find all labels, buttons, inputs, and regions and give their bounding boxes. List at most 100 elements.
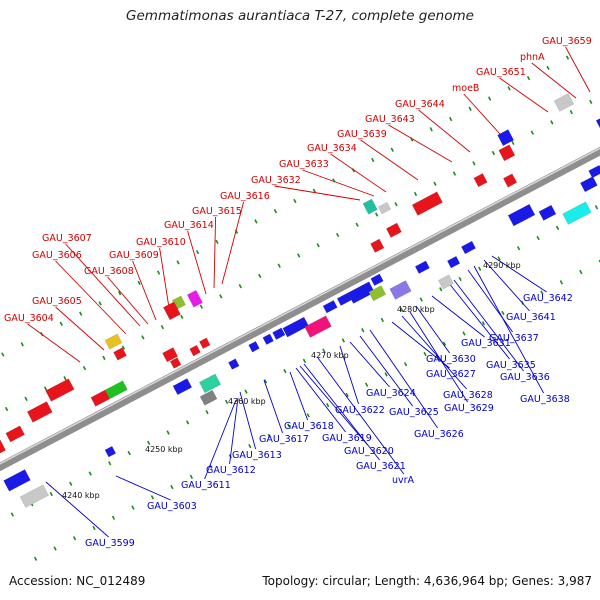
gene-label: GAU_3634	[307, 143, 357, 154]
gene-label: GAU_3643	[365, 114, 415, 125]
label-layer: 4240 kbp 4250 kbp 4260 kbp 4270 kbp 4280 kbp…	[4, 36, 592, 549]
tick-mark	[458, 276, 462, 282]
gene-feature	[198, 373, 222, 394]
gene-feature	[446, 255, 461, 269]
label-leader-line	[473, 265, 544, 394]
gene-feature	[104, 380, 128, 400]
tick-mark	[205, 409, 209, 415]
gene-feature	[368, 285, 387, 302]
tick-mark	[487, 96, 492, 101]
label-leader-line	[431, 295, 485, 338]
tick-mark	[10, 512, 14, 517]
gene-feature	[538, 204, 557, 221]
label-leader-line	[115, 475, 171, 501]
label-leader-line	[360, 139, 419, 181]
tick-mark	[594, 205, 599, 210]
gene-label: GAU_3621	[356, 461, 406, 472]
gene-feature	[414, 260, 430, 274]
tick-mark	[160, 324, 165, 330]
gene-label: uvrA	[392, 475, 415, 486]
gene-feature	[385, 222, 402, 238]
tick-mark	[277, 263, 281, 268]
label-leader-line	[299, 365, 368, 446]
gene-label: GAU_3627	[426, 369, 476, 380]
label-leader-line	[289, 371, 309, 421]
tick-mark	[69, 481, 73, 486]
label-leader-line	[317, 357, 405, 475]
accession-text: Accession: NC_012489	[9, 574, 146, 588]
gene-label: GAU_3615	[192, 206, 242, 217]
tick-mark	[384, 372, 388, 377]
label-leader-line	[565, 46, 591, 93]
tick-mark	[267, 433, 271, 439]
label-leader-line	[27, 323, 81, 363]
tick-mark	[371, 157, 375, 163]
tick-mark	[390, 147, 394, 152]
tick-mark	[20, 342, 24, 347]
gene-label: GAU_3620	[344, 446, 394, 457]
gene-feature	[304, 315, 332, 338]
tick-mark	[403, 362, 408, 367]
tick-mark	[166, 430, 170, 435]
tick-mark	[287, 423, 291, 428]
gene-label: GAU_3618	[284, 421, 334, 432]
tick-mark	[481, 321, 486, 326]
gene-feature	[162, 301, 181, 321]
tick-mark	[364, 382, 369, 387]
tick-mark	[536, 235, 540, 241]
tick-mark	[238, 284, 242, 289]
tick-mark	[53, 546, 57, 551]
label-leader-line	[263, 379, 284, 434]
tick-mark	[501, 310, 505, 316]
gene-feature	[3, 469, 31, 492]
gene-feature	[377, 201, 392, 215]
leader-lines	[27, 46, 591, 538]
tick-mark	[394, 202, 398, 207]
tick-mark	[374, 212, 379, 217]
gene-feature	[507, 203, 536, 227]
label-leader-line	[295, 367, 346, 433]
gene-label: GAU_3641	[506, 312, 556, 323]
gene-feature	[45, 378, 75, 402]
label-leader-line	[415, 305, 450, 354]
tick-mark	[468, 106, 472, 111]
label-leader-line	[274, 185, 361, 201]
gene-feature	[437, 274, 454, 290]
tick-mark	[589, 99, 593, 105]
tick-mark	[413, 191, 418, 197]
label-leader-line	[204, 399, 237, 480]
tick-mark	[131, 505, 135, 510]
tick-mark	[293, 198, 297, 204]
tick-mark	[507, 86, 511, 91]
tick-mark	[400, 307, 404, 312]
tick-mark	[79, 311, 83, 316]
map-title: Gemmatimonas aurantiaca T-27, complete g…	[126, 8, 474, 24]
tick-mark	[59, 321, 63, 326]
tick-mark	[102, 355, 106, 360]
gene-label: GAU_3610	[136, 237, 186, 248]
gene-label: GAU_3659	[542, 36, 592, 47]
genome-backbone	[0, 146, 600, 472]
label-leader-line	[213, 216, 217, 289]
tick-mark	[118, 290, 122, 296]
tick-mark	[147, 440, 151, 445]
gene-feature	[411, 191, 443, 216]
tick-mark	[516, 246, 521, 251]
gene-feature	[370, 273, 384, 287]
tick-mark	[121, 345, 126, 350]
gene-label: GAU_3619	[322, 433, 372, 444]
tick-mark	[306, 413, 310, 418]
gene-label: GAU_3638	[520, 394, 570, 405]
tick-mark	[98, 301, 102, 306]
tick-mark	[472, 161, 476, 166]
tick-mark	[316, 243, 320, 248]
gene-feature	[562, 201, 592, 225]
tick-mark	[439, 287, 443, 292]
tick-mark	[283, 369, 287, 374]
gene-feature	[113, 347, 127, 361]
gene-label: GAU_3609	[109, 250, 159, 261]
gene-label: GAU_3612	[206, 465, 256, 476]
tick-mark	[442, 341, 447, 346]
gene-label: GAU_3651	[476, 67, 526, 78]
